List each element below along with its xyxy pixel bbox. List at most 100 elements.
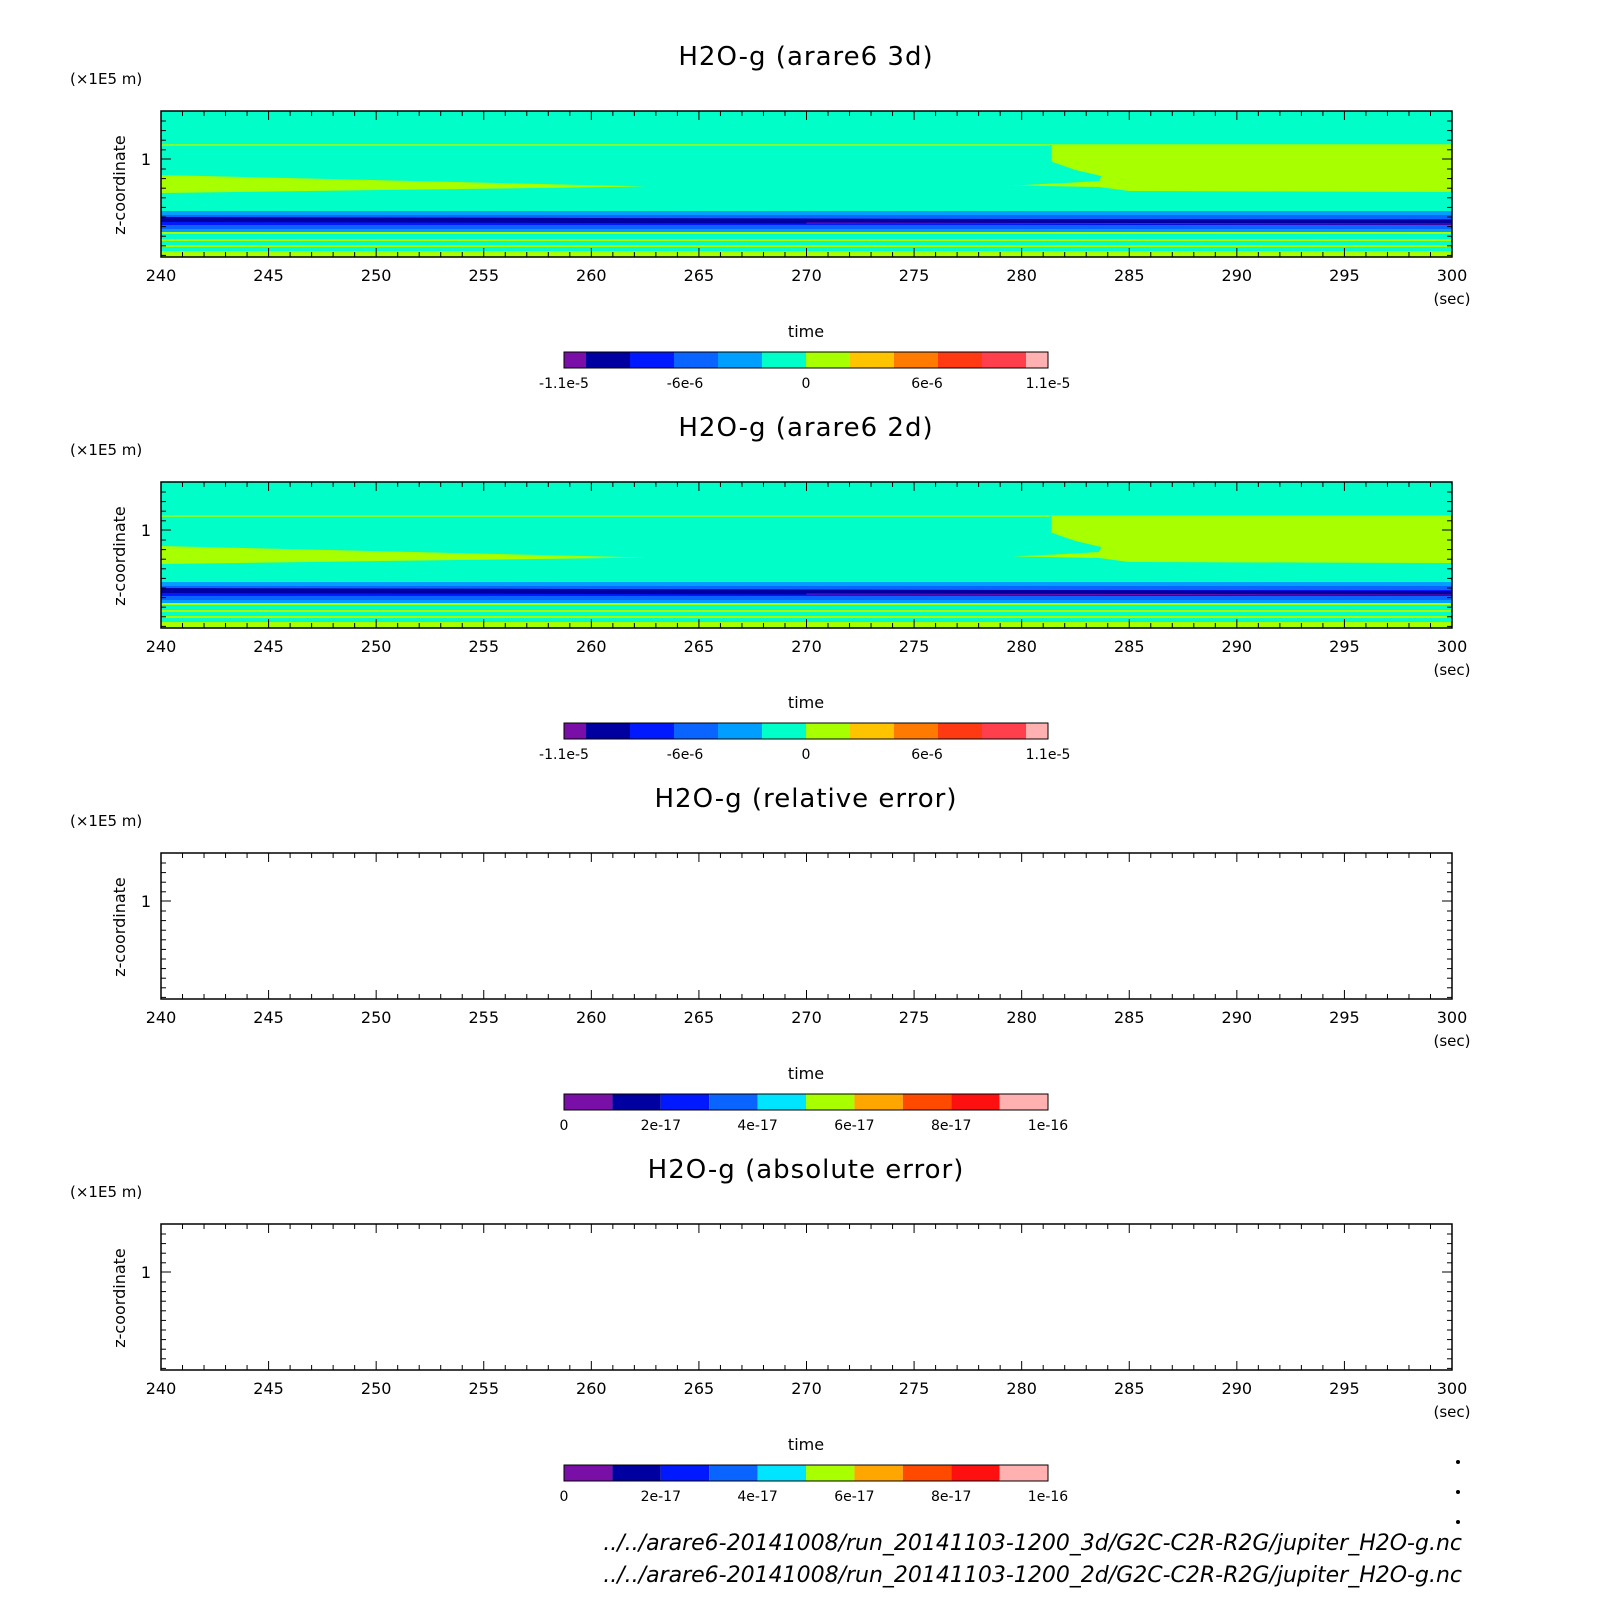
colorbar-swatch [951, 1094, 1000, 1110]
x-tick-label: 240 [146, 1008, 177, 1027]
x-tick-label: 255 [468, 637, 499, 656]
field-band [161, 229, 1452, 232]
x-tick-label: 285 [1114, 1008, 1145, 1027]
colorbar-swatch [1026, 723, 1048, 739]
y-unit-label: (×1E5 m) [70, 441, 142, 459]
panel-title: H2O-g (arare6 2d) [678, 413, 933, 443]
x-tick-label: 260 [576, 637, 607, 656]
y-axis-label: z-coordinate [110, 506, 129, 606]
colorbar-swatch [902, 1465, 952, 1481]
x-tick-label: 280 [1006, 637, 1037, 656]
field-region-positive [1013, 145, 1452, 192]
x-unit-label: (sec) [1434, 290, 1471, 308]
x-tick-label: 300 [1437, 1379, 1468, 1398]
colorbar-swatch [806, 1094, 855, 1110]
colorbar-swatch [660, 1094, 710, 1110]
x-tick-label: 260 [576, 1379, 607, 1398]
field-region-positive [161, 175, 646, 193]
x-tick-label: 275 [899, 1379, 930, 1398]
x-tick-label: 280 [1006, 1379, 1037, 1398]
x-tick-label: 275 [899, 1008, 930, 1027]
colorbar-label: 6e-6 [911, 747, 943, 763]
y-unit-label: (×1E5 m) [70, 1183, 142, 1201]
colorbar-swatch [674, 723, 718, 739]
colorbar-label: 1.1e-5 [1026, 747, 1071, 763]
field-band [161, 225, 1452, 229]
field-band [161, 232, 1452, 234]
colorbar-label: 1e-16 [1028, 1118, 1068, 1134]
colorbar-swatch [586, 352, 630, 368]
colorbar-label: 1.1e-5 [1026, 376, 1071, 392]
colorbar-swatch [709, 1094, 758, 1110]
x-tick-label: 280 [1006, 266, 1037, 285]
x-tick-label: 240 [146, 1379, 177, 1398]
x-tick-label: 260 [576, 1008, 607, 1027]
field-band [161, 605, 1452, 610]
field-band [161, 612, 1452, 616]
x-tick-label: 290 [1222, 266, 1253, 285]
colorbar-label: 2e-17 [641, 1118, 681, 1134]
colorbar-label: 8e-17 [931, 1489, 971, 1505]
x-axis-label: time [788, 693, 824, 712]
y-unit-label: (×1E5 m) [70, 70, 142, 88]
x-tick-label: 270 [791, 637, 822, 656]
colorbar-label: 2e-17 [641, 1489, 681, 1505]
field-band [161, 215, 1452, 219]
colorbar-swatch [806, 1465, 855, 1481]
x-tick-label: 250 [361, 1379, 392, 1398]
colorbar-swatch [762, 723, 806, 739]
field-band-purple [806, 222, 1452, 225]
colorbar-swatch [894, 723, 938, 739]
x-tick-label: 270 [791, 1379, 822, 1398]
footer-file-3d: ../../arare6-20141008/run_20141103-1200_… [603, 1531, 1462, 1556]
colorbar-swatch [806, 723, 850, 739]
colorbar-swatch [762, 352, 806, 368]
x-tick-label: 295 [1329, 266, 1360, 285]
colorbar-swatch [854, 1465, 903, 1481]
panel-title: H2O-g (absolute error) [648, 1155, 965, 1185]
field-band [161, 610, 1452, 612]
colorbar-swatch [902, 1094, 952, 1110]
colorbar-label: 0 [560, 1489, 569, 1505]
field [161, 482, 1452, 628]
colorbar-swatch [982, 352, 1026, 368]
y-axis-label: z-coordinate [110, 1248, 129, 1348]
panel-4: H2O-g (absolute error) (×1E5 m) z-coordina… [70, 1155, 1471, 1505]
dot-marker [1456, 1490, 1460, 1494]
x-tick-label: 260 [576, 266, 607, 285]
field-band [161, 211, 1452, 215]
colorbar-label: 6e-6 [911, 376, 943, 392]
panel-2: H2O-g (arare6 2d) (×1E5 m) z-coordinate 240… [70, 413, 1471, 763]
x-tick-label: 295 [1329, 637, 1360, 656]
x-tick-label: 295 [1329, 1379, 1360, 1398]
x-tick-label: 275 [899, 266, 930, 285]
x-tick-label: 285 [1114, 1379, 1145, 1398]
x-tick-label: 265 [684, 637, 715, 656]
x-tick-label: 290 [1222, 1379, 1253, 1398]
colorbar-swatch [564, 1094, 613, 1110]
x-tick-label: 250 [361, 266, 392, 285]
field-region-positive [1013, 516, 1452, 563]
colorbar-label: -1.1e-5 [539, 747, 589, 763]
x-tick-label: 270 [791, 266, 822, 285]
colorbar-swatch [938, 723, 982, 739]
colorbar-swatch [854, 1094, 903, 1110]
colorbar-swatch [757, 1094, 806, 1110]
dot-marker [1456, 1460, 1460, 1464]
x-tick-label: 240 [146, 266, 177, 285]
x-tick-label: 245 [253, 1008, 284, 1027]
field-band [161, 582, 1452, 586]
y-tick-label: 1 [141, 521, 151, 540]
colorbar-swatch [718, 723, 762, 739]
colorbar-swatch [586, 723, 630, 739]
colorbar-label: -6e-6 [667, 376, 704, 392]
x-tick-label: 250 [361, 1008, 392, 1027]
x-unit-label: (sec) [1434, 1032, 1471, 1050]
y-unit-label: (×1E5 m) [70, 812, 142, 830]
colorbar-swatch [718, 352, 762, 368]
field-band-purple [806, 593, 1452, 596]
x-unit-label: (sec) [1434, 661, 1471, 679]
colorbar-swatch [982, 723, 1026, 739]
colorbar-label: -1.1e-5 [539, 376, 589, 392]
